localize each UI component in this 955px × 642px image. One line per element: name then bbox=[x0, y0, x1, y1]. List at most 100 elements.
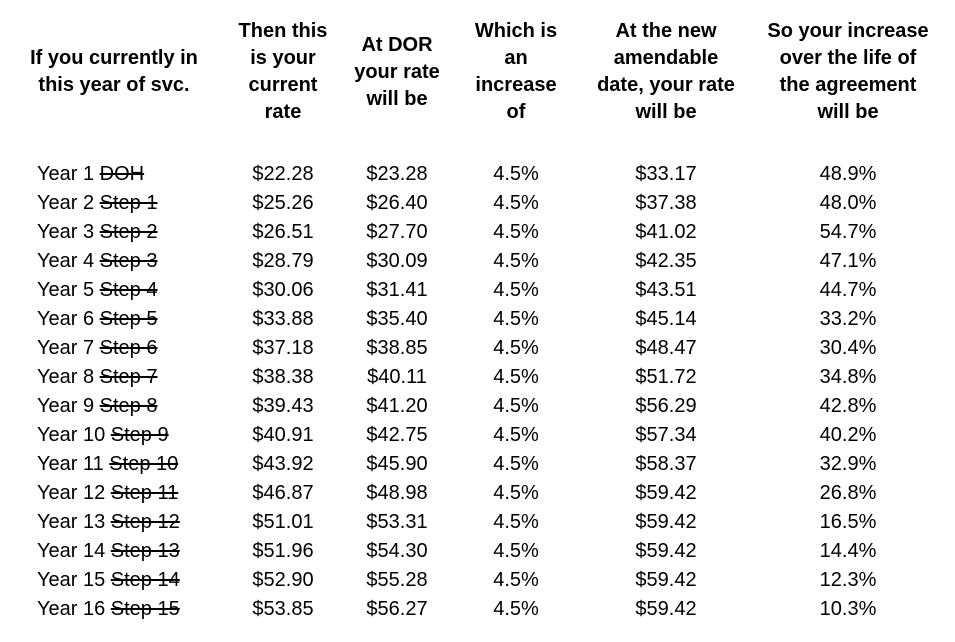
table-row: Year 3 Step 2 $26.51 $27.70 4.5% $41.02 … bbox=[0, 218, 940, 247]
cell-current-rate: $22.28 bbox=[252, 163, 314, 185]
cell-current-rate: $30.06 bbox=[252, 279, 314, 301]
cell-increase: 4.5% bbox=[493, 308, 539, 330]
cell-life-increase: 48.0% bbox=[819, 192, 877, 214]
cell-year-of-service: Year 3 Step 2 bbox=[0, 218, 228, 247]
cell-increase: 4.5% bbox=[493, 540, 539, 562]
cell-current-rate: $53.85 bbox=[252, 598, 314, 620]
cell-increase: 4.5% bbox=[493, 192, 539, 214]
cell-amendable-rate: $43.51 bbox=[635, 279, 697, 301]
year-label: Year 9 bbox=[37, 395, 95, 417]
cell-increase: 4.5% bbox=[493, 279, 539, 301]
step-label-strikethrough: Step 2 bbox=[99, 221, 158, 243]
year-label: Year 14 bbox=[37, 540, 106, 562]
cell-dor-rate: $55.28 bbox=[366, 569, 428, 591]
cell-dor-rate: $56.27 bbox=[366, 598, 428, 620]
cell-life-increase: 14.4% bbox=[819, 540, 877, 562]
cell-increase: 4.5% bbox=[493, 221, 539, 243]
cell-dor-rate: $40.11 bbox=[367, 366, 427, 388]
rate-schedule-table: If you currently in this year of svc. Th… bbox=[0, 6, 940, 624]
cell-year-of-service: Year 2 Step 1 bbox=[0, 189, 228, 218]
cell-dor-rate: $45.90 bbox=[366, 453, 428, 475]
cell-year-of-service: Year 12 Step 11 bbox=[0, 479, 228, 508]
cell-current-rate: $26.51 bbox=[252, 221, 314, 243]
cell-current-rate: $51.96 bbox=[252, 540, 314, 562]
cell-year-of-service: Year 8 Step 7 bbox=[0, 363, 228, 392]
step-label-strikethrough: Step 3 bbox=[99, 250, 158, 272]
year-label: Year 4 bbox=[37, 250, 95, 272]
header-row: If you currently in this year of svc. Th… bbox=[0, 6, 940, 138]
table-row: Year 2 Step 1 $25.26 $26.40 4.5% $37.38 … bbox=[0, 189, 940, 218]
table-row: Year 14 Step 13 $51.96 $54.30 4.5% $59.4… bbox=[0, 537, 940, 566]
table-row: Year 16 Step 15 $53.85 $56.27 4.5% $59.4… bbox=[0, 595, 940, 624]
cell-dor-rate: $23.28 bbox=[366, 163, 428, 185]
cell-year-of-service: Year 10 Step 9 bbox=[0, 421, 228, 450]
cell-current-rate: $51.01 bbox=[252, 511, 314, 533]
cell-amendable-rate: $59.42 bbox=[635, 540, 697, 562]
year-label: Year 7 bbox=[37, 337, 95, 359]
cell-life-increase: 42.8% bbox=[819, 395, 877, 417]
cell-amendable-rate: $56.29 bbox=[635, 395, 697, 417]
step-label-strikethrough: Step 9 bbox=[110, 424, 169, 446]
step-label-strikethrough: Step 14 bbox=[110, 569, 180, 591]
cell-dor-rate: $35.40 bbox=[366, 308, 428, 330]
year-label: Year 16 bbox=[37, 598, 106, 620]
cell-dor-rate: $38.85 bbox=[366, 337, 428, 359]
cell-life-increase: 10.3% bbox=[819, 598, 877, 620]
cell-amendable-rate: $45.14 bbox=[635, 308, 697, 330]
table-row: Year 11 Step 10 $43.92 $45.90 4.5% $58.3… bbox=[0, 450, 940, 479]
cell-year-of-service: Year 13 Step 12 bbox=[0, 508, 228, 537]
cell-life-increase: 44.7% bbox=[819, 279, 877, 301]
table-row: Year 7 Step 6 $37.18 $38.85 4.5% $48.47 … bbox=[0, 334, 940, 363]
col-header-increase: Which is an increase of bbox=[474, 20, 558, 123]
cell-increase: 4.5% bbox=[493, 569, 539, 591]
step-label-strikethrough: Step 10 bbox=[109, 453, 179, 475]
cell-current-rate: $33.88 bbox=[252, 308, 314, 330]
year-label: Year 2 bbox=[37, 192, 95, 214]
step-label-strikethrough: DOH bbox=[99, 163, 145, 185]
year-label: Year 13 bbox=[37, 511, 106, 533]
cell-amendable-rate: $33.17 bbox=[635, 163, 697, 185]
cell-life-increase: 48.9% bbox=[819, 163, 877, 185]
year-label: Year 12 bbox=[37, 482, 106, 504]
table-row: Year 10 Step 9 $40.91 $42.75 4.5% $57.34… bbox=[0, 421, 940, 450]
cell-dor-rate: $30.09 bbox=[366, 250, 428, 272]
cell-increase: 4.5% bbox=[493, 511, 539, 533]
col-header-amendable-rate: At the new amendable date, your rate wil… bbox=[597, 20, 735, 123]
cell-current-rate: $40.91 bbox=[252, 424, 314, 446]
year-label: Year 10 bbox=[37, 424, 106, 446]
cell-year-of-service: Year 7 Step 6 bbox=[0, 334, 228, 363]
cell-year-of-service: Year 16 Step 15 bbox=[0, 595, 228, 624]
cell-amendable-rate: $59.42 bbox=[635, 598, 697, 620]
cell-increase: 4.5% bbox=[493, 395, 539, 417]
cell-dor-rate: $42.75 bbox=[366, 424, 428, 446]
cell-current-rate: $28.79 bbox=[252, 250, 314, 272]
step-label-strikethrough: Step 6 bbox=[99, 337, 158, 359]
table-row: Year 9 Step 8 $39.43 $41.20 4.5% $56.29 … bbox=[0, 392, 940, 421]
cell-amendable-rate: $41.02 bbox=[635, 221, 697, 243]
cell-amendable-rate: $58.37 bbox=[635, 453, 697, 475]
cell-amendable-rate: $57.34 bbox=[635, 424, 697, 446]
cell-life-increase: 40.2% bbox=[819, 424, 877, 446]
cell-year-of-service: Year 15 Step 14 bbox=[0, 566, 228, 595]
cell-life-increase: 26.8% bbox=[819, 482, 877, 504]
cell-dor-rate: $41.20 bbox=[366, 395, 428, 417]
cell-amendable-rate: $59.42 bbox=[635, 511, 697, 533]
cell-amendable-rate: $42.35 bbox=[635, 250, 697, 272]
cell-amendable-rate: $37.38 bbox=[635, 192, 697, 214]
table-row: Year 15 Step 14 $52.90 $55.28 4.5% $59.4… bbox=[0, 566, 940, 595]
year-label: Year 1 bbox=[37, 163, 95, 185]
col-header-current-rate: Then this is your current rate bbox=[238, 20, 328, 123]
cell-increase: 4.5% bbox=[493, 337, 539, 359]
cell-dor-rate: $27.70 bbox=[366, 221, 428, 243]
cell-life-increase: 54.7% bbox=[819, 221, 877, 243]
step-label-strikethrough: Step 15 bbox=[110, 598, 180, 620]
cell-life-increase: 47.1% bbox=[819, 250, 877, 272]
cell-increase: 4.5% bbox=[493, 366, 539, 388]
step-label-strikethrough: Step 7 bbox=[99, 366, 158, 388]
cell-life-increase: 16.5% bbox=[819, 511, 877, 533]
cell-year-of-service: Year 1 DOH bbox=[0, 138, 228, 189]
year-label: Year 3 bbox=[37, 221, 95, 243]
col-header-year-of-service: If you currently in this year of svc. bbox=[30, 47, 198, 96]
cell-current-rate: $43.92 bbox=[252, 453, 314, 475]
cell-life-increase: 32.9% bbox=[819, 453, 877, 475]
